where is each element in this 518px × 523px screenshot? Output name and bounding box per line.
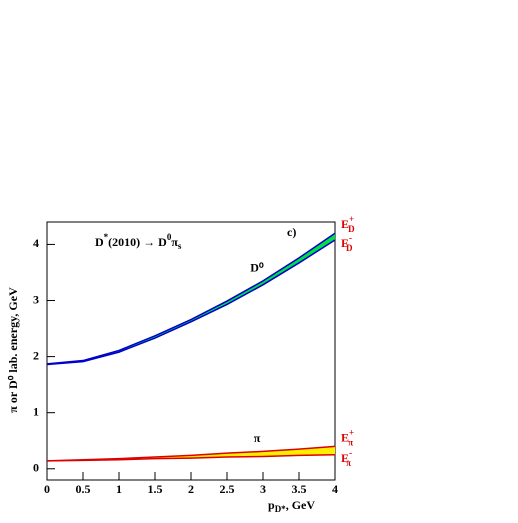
y-tick-label: 2 bbox=[33, 348, 39, 362]
edge-label-sub: D bbox=[348, 224, 355, 234]
x-tick-label: 0 bbox=[44, 482, 50, 496]
edge-label-main: E bbox=[341, 217, 349, 231]
edge-label-main: E bbox=[341, 430, 349, 444]
x-axis-label: pD*, GeV bbox=[268, 498, 315, 514]
x-tick-label: 4 bbox=[332, 482, 338, 496]
plot-frame bbox=[46, 221, 336, 481]
edge-label: E-D bbox=[341, 233, 353, 253]
x-tick-label: 2 bbox=[188, 482, 194, 496]
y-tick-label: 1 bbox=[33, 404, 39, 418]
band-edge bbox=[46, 232, 336, 365]
edge-label-main: E bbox=[341, 451, 349, 465]
edge-label-sup: - bbox=[349, 233, 352, 243]
band-name: π bbox=[254, 431, 261, 445]
x-tick-label: 0.5 bbox=[76, 482, 91, 496]
edge-label-sup: + bbox=[349, 427, 354, 437]
y-tick-label: 0 bbox=[33, 461, 39, 475]
edge-label-sup: - bbox=[349, 448, 352, 458]
edge-label-sub: D bbox=[346, 243, 353, 253]
band-edge bbox=[46, 454, 336, 462]
y-tick-label: 4 bbox=[33, 236, 39, 250]
edge-label: E+ D bbox=[341, 214, 355, 234]
x-tick-label: 3 bbox=[260, 482, 266, 496]
x-tick-label: 3.5 bbox=[292, 482, 307, 496]
edge-label-sub: π bbox=[348, 437, 353, 447]
band-edge bbox=[46, 239, 336, 366]
x-tick-label: 1.5 bbox=[148, 482, 163, 496]
edge-label-main: E bbox=[341, 236, 349, 250]
edge-label: E-π bbox=[341, 448, 352, 468]
band-fill bbox=[47, 233, 335, 365]
edge-label: E+ π bbox=[341, 427, 354, 447]
chart-title: D*(2010) → D0πs bbox=[95, 232, 182, 251]
x-tick-label: 2.5 bbox=[220, 482, 235, 496]
band-name: D⁰ bbox=[250, 261, 264, 275]
edge-label-sub: π bbox=[346, 458, 351, 468]
edge-label-sup: + bbox=[349, 214, 354, 224]
y-tick-label: 3 bbox=[33, 292, 39, 306]
y-axis-label: π or D⁰ lab. energy, GeV bbox=[6, 287, 20, 413]
panel-label: c) bbox=[287, 225, 296, 239]
x-tick-label: 1 bbox=[116, 482, 122, 496]
